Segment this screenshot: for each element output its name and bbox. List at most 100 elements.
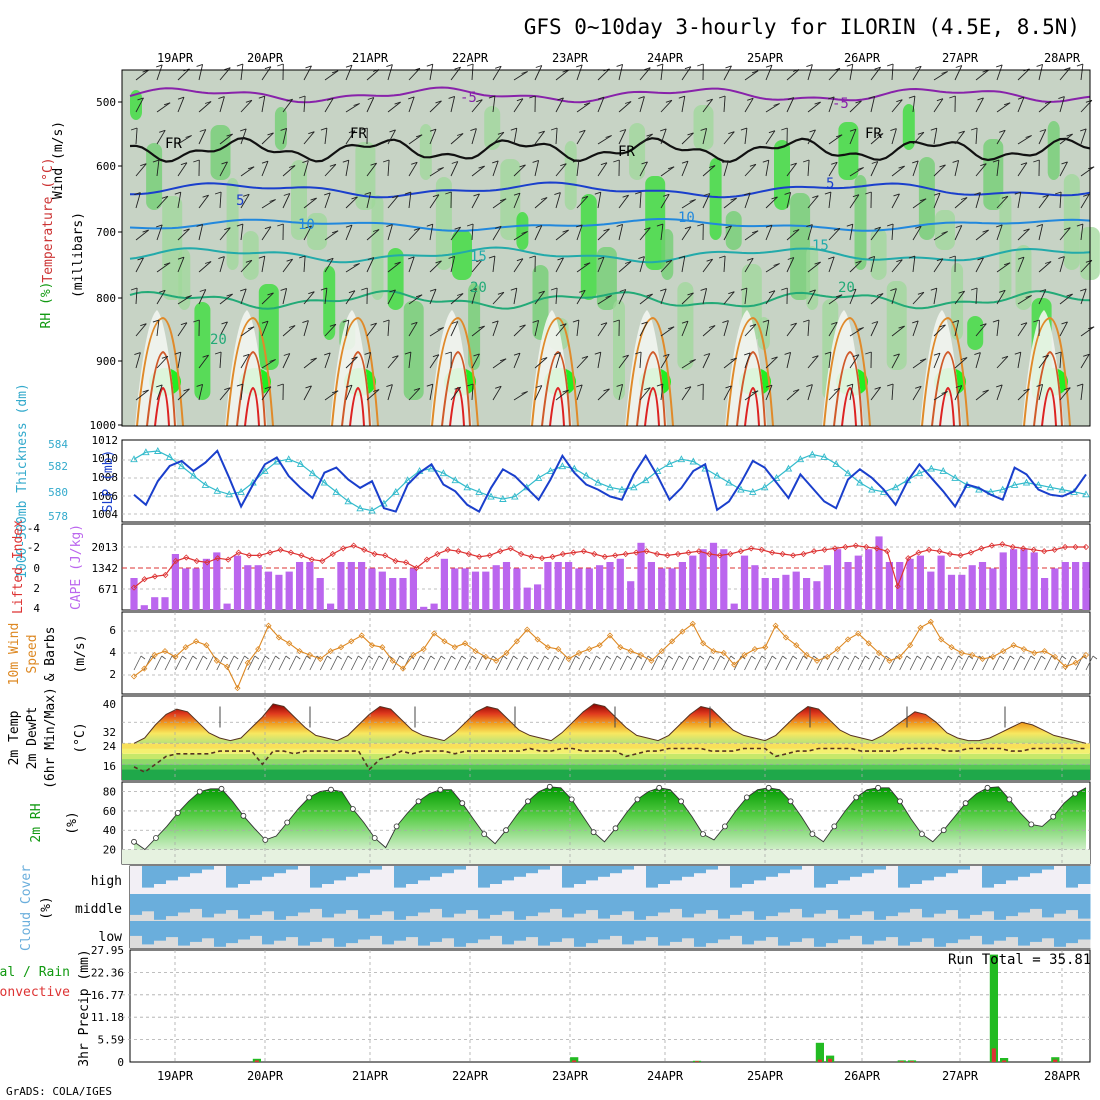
barb-shaft: [933, 193, 941, 209]
cloud-bar: [394, 866, 407, 888]
barb-flag: [708, 325, 716, 328]
barb-flag: [600, 162, 608, 166]
barb-shaft: [492, 160, 499, 177]
barb-flag: [283, 193, 290, 196]
barb-flag: [280, 287, 287, 291]
cloud-bar: [574, 866, 587, 884]
rh-cell: [902, 104, 915, 150]
barb-flag: [684, 66, 692, 70]
lifted-index-point: [151, 573, 158, 580]
barb-flag: [641, 161, 648, 165]
barb-flag: [408, 256, 415, 260]
barb-flag: [646, 293, 653, 297]
wind-speed-point: [606, 632, 614, 639]
cape-bar: [1051, 568, 1059, 610]
barb-flag: [933, 192, 941, 196]
isotherm-20: [129, 289, 1091, 310]
barb-shaft: [534, 290, 545, 305]
surface-barb: [651, 655, 659, 671]
thickness-point: [594, 478, 602, 486]
barb-shaft: [534, 385, 543, 401]
barb-shaft: [912, 160, 919, 177]
barb-shaft: [639, 293, 653, 305]
cloud-bar: [274, 894, 287, 920]
barb-flag: [305, 385, 312, 389]
barb-flag: [572, 159, 580, 163]
surface-barb: [195, 655, 204, 671]
barb-flag: [886, 223, 894, 227]
barb-flag: [345, 224, 353, 228]
cloud-bar: [238, 921, 251, 940]
barb-flag: [432, 354, 440, 358]
cloud-bar: [1042, 866, 1055, 870]
barb-flag: [886, 63, 894, 67]
barb-flag: [765, 64, 773, 68]
barb-flag: [557, 257, 564, 261]
barb-shaft: [387, 129, 396, 145]
barb-flag: [583, 262, 591, 266]
barb-flag: [874, 386, 881, 390]
rh-point: [349, 806, 356, 812]
contour-label: 20: [210, 332, 227, 348]
barb-flag: [958, 290, 965, 294]
barb-shaft: [345, 356, 358, 369]
barb-shaft: [303, 385, 312, 401]
wind-speed-point: [130, 673, 138, 680]
barb-shaft: [429, 289, 437, 305]
barb-shaft: [324, 163, 337, 177]
cloud-bar: [502, 894, 515, 912]
cloud-gap: [634, 866, 647, 894]
barb-flag: [681, 320, 689, 324]
precip-tick: 0: [117, 1056, 124, 1069]
barb-flag: [174, 191, 181, 195]
barb-shaft: [765, 196, 778, 209]
barb-flag: [687, 292, 694, 296]
barb-shaft: [1038, 289, 1047, 305]
wind-speed-point: [741, 651, 748, 659]
barb-flag: [706, 98, 713, 102]
lifted-index-point: [538, 555, 546, 562]
date-label-bottom: 28APR: [1044, 1069, 1081, 1083]
barb-flag: [1036, 383, 1043, 387]
temperature-dewpoint-lines: [133, 703, 1087, 774]
cloud-bar: [226, 921, 239, 944]
rh-point: [656, 784, 663, 791]
barb-flag: [389, 289, 396, 293]
barb-flag: [1014, 351, 1021, 355]
surface-barb: [330, 655, 338, 671]
isotherm-35: [841, 386, 857, 427]
surface-barb: [723, 655, 732, 671]
cloud-bars: [130, 866, 1091, 948]
cloud-bar: [274, 866, 287, 874]
cloud-bar: [646, 894, 659, 917]
thickness-point: [475, 487, 483, 495]
barb-flag: [236, 383, 244, 387]
barb-shaft: [723, 291, 735, 305]
surface-barb-flag: [730, 655, 736, 660]
lifted-index-point: [999, 541, 1006, 548]
cloud-bar: [1030, 866, 1043, 874]
cloud-bar: [526, 866, 539, 874]
wind-speed-point: [844, 636, 852, 643]
temp-label-1: 2m Temp: [7, 710, 22, 765]
barb-flag: [868, 255, 875, 259]
cloud-bar: [226, 866, 239, 888]
surface-barb: [433, 655, 442, 671]
cloud-bar: [922, 921, 935, 939]
barb-flag: [310, 357, 317, 361]
rh-point: [590, 829, 597, 836]
wind-speed-point: [886, 657, 893, 664]
barb-shaft: [702, 165, 716, 177]
contour-label: 20: [838, 280, 855, 296]
barb-flag: [454, 226, 461, 230]
barb-shaft: [933, 231, 948, 241]
barb-shaft: [744, 258, 754, 273]
barb-shaft: [933, 164, 946, 177]
barb-flag: [513, 192, 521, 196]
surface-barb-flag: [958, 655, 963, 660]
cloud-bar: [778, 866, 791, 874]
barb-flag: [386, 224, 393, 228]
barb-flag: [1083, 193, 1090, 197]
barb-flag: [361, 127, 368, 131]
isotherm-30: [931, 350, 961, 427]
